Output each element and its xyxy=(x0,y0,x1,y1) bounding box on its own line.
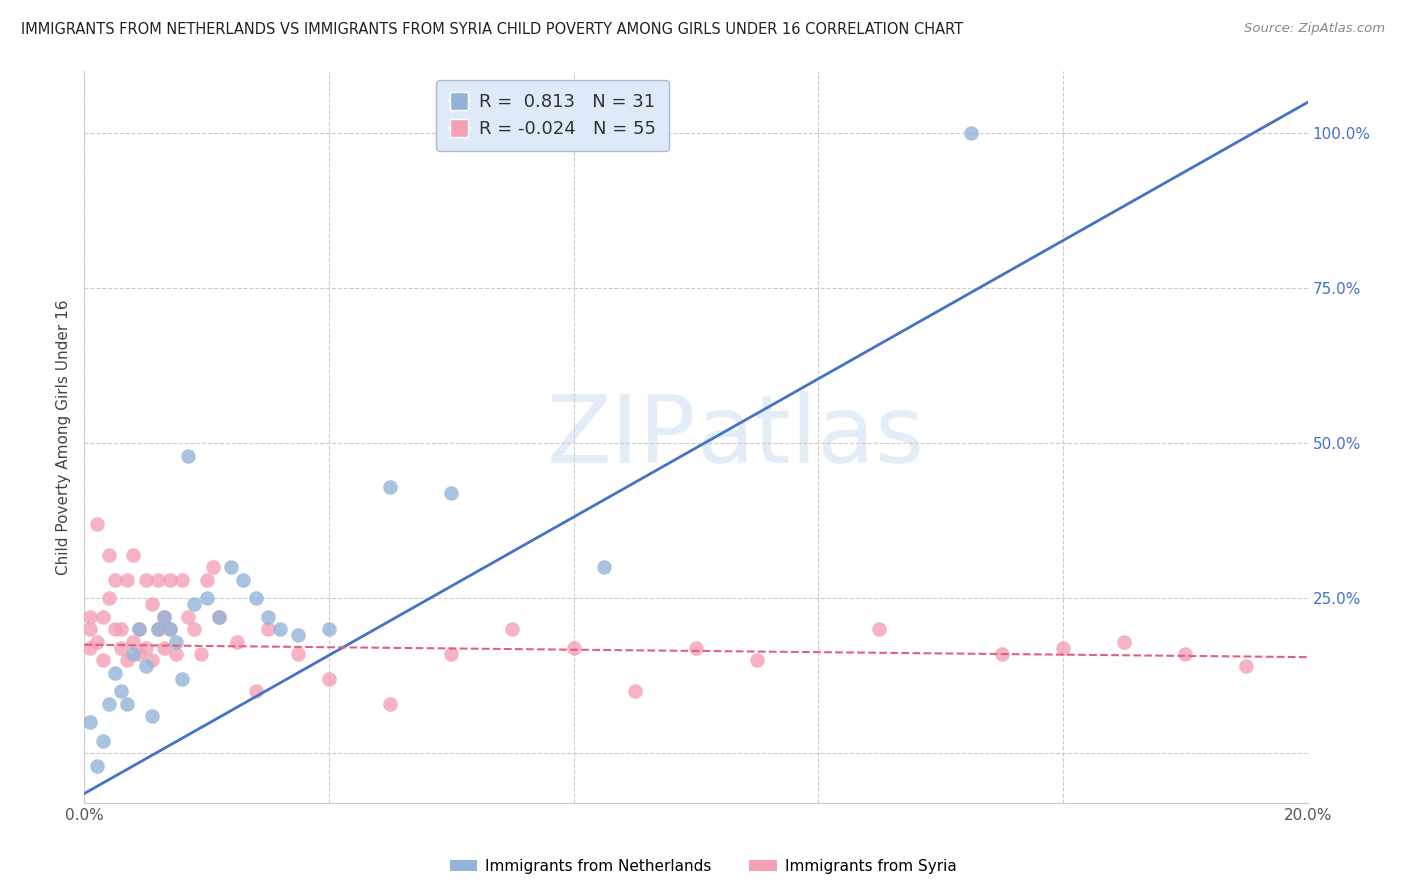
Text: IMMIGRANTS FROM NETHERLANDS VS IMMIGRANTS FROM SYRIA CHILD POVERTY AMONG GIRLS U: IMMIGRANTS FROM NETHERLANDS VS IMMIGRANT… xyxy=(21,22,963,37)
Point xyxy=(172,573,194,587)
Point xyxy=(177,610,200,624)
Point xyxy=(183,622,205,636)
Point xyxy=(146,622,169,636)
Point xyxy=(165,634,187,648)
Point xyxy=(128,647,150,661)
Point xyxy=(91,734,114,748)
Y-axis label: Child Poverty Among Girls Under 16: Child Poverty Among Girls Under 16 xyxy=(56,300,72,574)
Point xyxy=(195,591,218,606)
Point xyxy=(208,610,231,624)
Point xyxy=(226,634,249,648)
Point xyxy=(1114,634,1136,648)
Point xyxy=(869,622,891,636)
Point xyxy=(135,659,157,673)
Point xyxy=(287,647,309,661)
Point xyxy=(380,697,402,711)
Point xyxy=(86,634,108,648)
Point xyxy=(159,622,181,636)
Point xyxy=(128,622,150,636)
Point xyxy=(159,573,181,587)
Point xyxy=(122,548,145,562)
Point xyxy=(79,640,101,655)
Point xyxy=(104,622,127,636)
Point xyxy=(141,653,163,667)
Point xyxy=(195,573,218,587)
Point xyxy=(153,610,176,624)
Point xyxy=(172,672,194,686)
Point xyxy=(257,622,280,636)
Point xyxy=(122,634,145,648)
Point xyxy=(91,610,114,624)
Text: atlas: atlas xyxy=(696,391,924,483)
Point xyxy=(257,610,280,624)
Point xyxy=(183,598,205,612)
Point xyxy=(122,647,145,661)
Point xyxy=(146,573,169,587)
Point xyxy=(593,560,616,574)
Point xyxy=(440,647,463,661)
Point xyxy=(232,573,254,587)
Point xyxy=(86,516,108,531)
Point xyxy=(115,653,138,667)
Point xyxy=(219,560,242,574)
Point xyxy=(91,653,114,667)
Legend: R =  0.813   N = 31, R = -0.024   N = 55: R = 0.813 N = 31, R = -0.024 N = 55 xyxy=(436,80,669,151)
Point xyxy=(146,622,169,636)
Point xyxy=(747,653,769,667)
Point xyxy=(165,647,187,661)
Point xyxy=(287,628,309,642)
Point xyxy=(1052,640,1074,655)
Point xyxy=(79,715,101,730)
Point xyxy=(128,622,150,636)
Point xyxy=(201,560,224,574)
Point xyxy=(97,591,120,606)
Text: ZIP: ZIP xyxy=(547,391,696,483)
Legend: Immigrants from Netherlands, Immigrants from Syria: Immigrants from Netherlands, Immigrants … xyxy=(443,853,963,880)
Point xyxy=(86,758,108,772)
Point xyxy=(190,647,212,661)
Point xyxy=(110,640,132,655)
Point xyxy=(159,622,181,636)
Point xyxy=(97,697,120,711)
Point xyxy=(960,126,983,140)
Point xyxy=(141,598,163,612)
Point xyxy=(135,573,157,587)
Text: Source: ZipAtlas.com: Source: ZipAtlas.com xyxy=(1244,22,1385,36)
Point xyxy=(685,640,707,655)
Point xyxy=(115,697,138,711)
Point xyxy=(153,640,176,655)
Point xyxy=(502,622,524,636)
Point xyxy=(318,622,340,636)
Point xyxy=(318,672,340,686)
Point xyxy=(245,591,267,606)
Point xyxy=(208,610,231,624)
Point xyxy=(177,449,200,463)
Point xyxy=(141,709,163,723)
Point xyxy=(104,665,127,680)
Point xyxy=(1236,659,1258,673)
Point xyxy=(440,486,463,500)
Point xyxy=(110,622,132,636)
Point xyxy=(245,684,267,698)
Point xyxy=(110,684,132,698)
Point xyxy=(115,573,138,587)
Point xyxy=(269,622,291,636)
Point xyxy=(380,480,402,494)
Point xyxy=(135,640,157,655)
Point xyxy=(562,640,585,655)
Point xyxy=(1174,647,1197,661)
Point xyxy=(104,573,127,587)
Point xyxy=(79,610,101,624)
Point xyxy=(153,610,176,624)
Point xyxy=(991,647,1014,661)
Point xyxy=(97,548,120,562)
Point xyxy=(79,622,101,636)
Point xyxy=(624,684,647,698)
